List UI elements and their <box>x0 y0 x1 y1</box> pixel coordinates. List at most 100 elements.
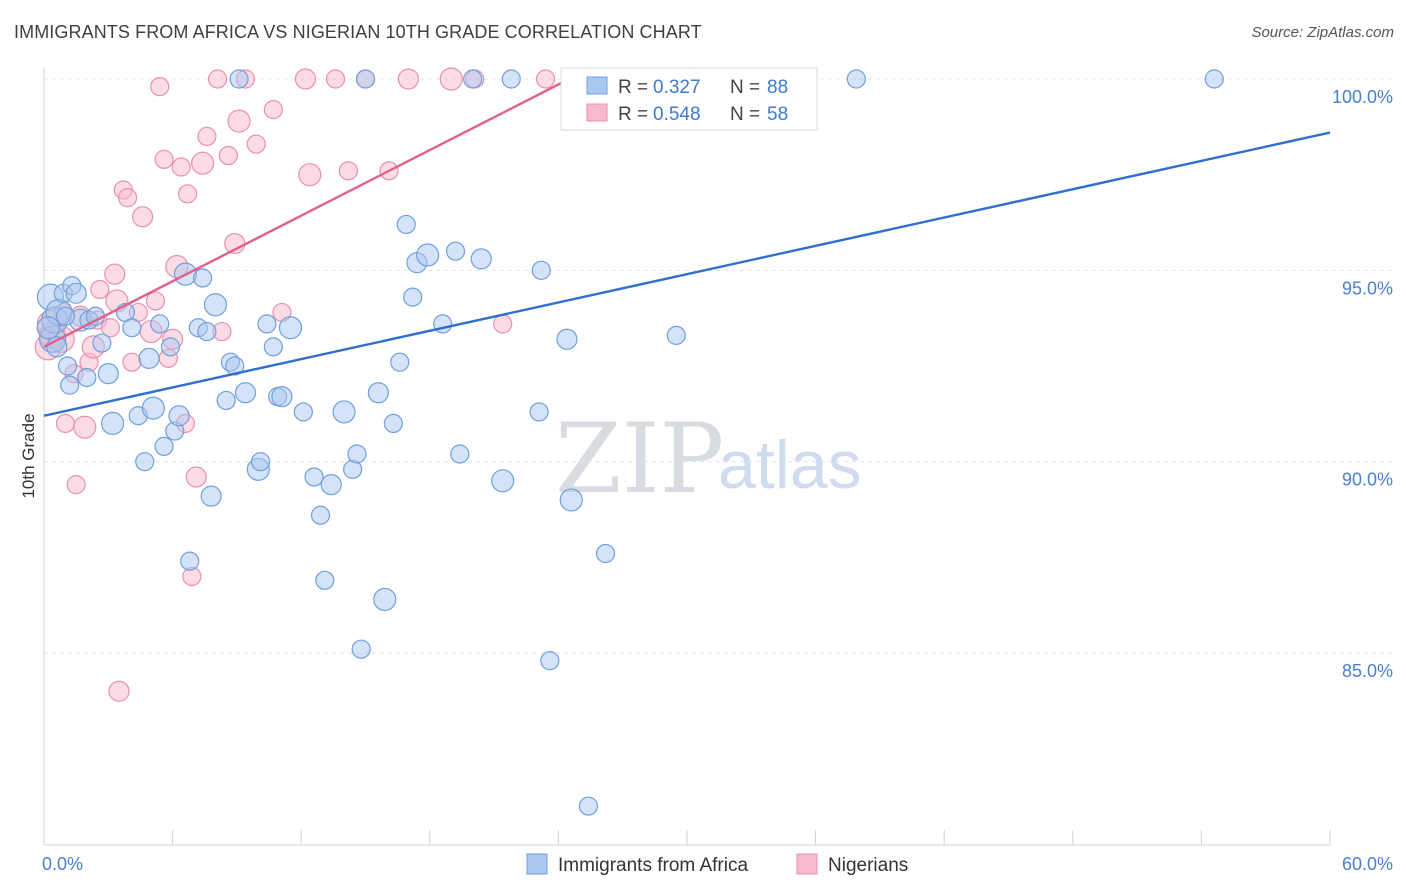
y-axis-label: 10th Grade <box>19 413 38 498</box>
bottom-legend-label-nigerian: Nigerians <box>828 855 908 876</box>
africa-point <box>263 337 283 357</box>
nigerian-point <box>122 352 142 372</box>
nigerian-point <box>178 184 198 204</box>
africa-point <box>347 444 367 464</box>
bottom-legend-label-africa: Immigrants from Africa <box>558 855 748 876</box>
africa-point <box>168 405 190 427</box>
africa-point <box>135 452 155 472</box>
africa-point <box>55 306 76 326</box>
nigerian-point <box>325 69 346 89</box>
africa-point <box>450 444 470 464</box>
nigerian-point <box>397 68 419 90</box>
nigerian-point <box>145 291 166 311</box>
africa-point <box>57 356 78 376</box>
source-credit: Source: ZipAtlas.com <box>1251 24 1394 41</box>
africa-point <box>470 248 492 270</box>
legend-n-label-africa: N = <box>730 77 760 98</box>
legend-n-value-africa: 88 <box>767 77 788 98</box>
africa-point <box>355 69 376 89</box>
africa-point <box>141 396 165 420</box>
africa-point <box>846 69 866 89</box>
africa-point <box>310 505 331 525</box>
africa-point <box>540 651 560 671</box>
africa-point <box>160 337 181 357</box>
africa-point <box>304 467 324 487</box>
legend-n-label-nigerian: N = <box>730 104 760 125</box>
bottom-legend-swatch-nigerian <box>796 853 818 875</box>
africa-point <box>416 243 440 267</box>
africa-point <box>501 69 521 89</box>
nigerian-point <box>100 318 121 338</box>
y-tick-label-90: 90.0% <box>1342 470 1393 490</box>
legend-r-label-africa: R = <box>618 77 648 98</box>
series-legend: Immigrants from Africa Nigerians <box>526 853 908 876</box>
legend-r-value-nigerian: 0.548 <box>653 104 701 125</box>
africa-point <box>216 390 236 411</box>
africa-point <box>293 402 313 422</box>
gridlines <box>44 78 1392 654</box>
nigerian-point <box>263 100 283 120</box>
legend-swatch-nigerian <box>586 103 608 122</box>
trend-line-africa <box>43 131 1331 417</box>
nigerian-point <box>55 413 76 433</box>
nigerian-point <box>493 314 513 334</box>
legend-swatch-africa <box>586 76 608 95</box>
nigerian-point <box>150 77 170 97</box>
nigerian-point <box>185 466 207 488</box>
africa-point <box>60 375 80 395</box>
stats-legend: R = 0.327 N = 88 R = 0.548 N = 58 <box>560 67 818 131</box>
nigerian-point <box>117 188 138 208</box>
africa-point <box>445 241 466 261</box>
africa-point <box>578 796 599 816</box>
africa-point <box>351 639 371 659</box>
nigerian-point <box>197 126 217 146</box>
watermark-zip: ZIP <box>555 403 724 515</box>
x-tick-label-max: 60.0% <box>1342 854 1393 874</box>
africa-point <box>529 402 549 422</box>
africa-point <box>122 318 142 338</box>
africa-point <box>463 69 483 89</box>
africa-point <box>332 400 356 424</box>
nigerian-point <box>218 145 238 166</box>
africa-point <box>373 587 397 612</box>
africa-point <box>65 282 87 304</box>
africa-point <box>390 352 410 372</box>
africa-point <box>315 570 335 590</box>
africa-point <box>203 293 228 317</box>
nigerian-point <box>246 134 266 154</box>
nigerian-point <box>294 68 317 90</box>
africa-point <box>180 551 200 571</box>
trend-line-nigerians <box>43 77 570 348</box>
y-tick-label-85: 85.0% <box>1342 661 1393 681</box>
nigerian-point <box>208 69 228 89</box>
africa-point <box>666 325 686 345</box>
series-immigrants-from-africa <box>36 67 1224 816</box>
africa-point <box>197 321 217 342</box>
africa-point <box>234 382 257 404</box>
africa-point <box>320 474 342 496</box>
africa-point <box>403 287 423 307</box>
africa-point <box>271 386 293 408</box>
watermark-atlas: atlas <box>718 427 862 503</box>
africa-point <box>200 485 222 507</box>
africa-point <box>77 367 97 388</box>
legend-n-value-nigerian: 58 <box>767 104 788 125</box>
africa-point <box>154 436 174 456</box>
africa-point <box>138 347 160 369</box>
nigerian-point <box>227 109 251 133</box>
x-tick-marks <box>43 830 1331 845</box>
africa-point <box>1204 69 1224 89</box>
y-tick-label-95: 95.0% <box>1342 278 1393 298</box>
y-tick-labels: 85.0% 90.0% 95.0% 100.0% <box>1332 87 1393 681</box>
africa-point <box>278 316 303 340</box>
chart-title: IMMIGRANTS FROM AFRICA VS NIGERIAN 10TH … <box>14 22 702 42</box>
nigerian-point <box>439 67 463 91</box>
nigerian-point <box>108 680 130 702</box>
africa-point <box>97 363 119 385</box>
legend-r-label-nigerian: R = <box>618 104 648 125</box>
nigerian-point <box>298 163 322 187</box>
nigerian-point <box>338 161 358 181</box>
legend-r-value-africa: 0.327 <box>653 77 701 98</box>
africa-point <box>225 356 245 376</box>
